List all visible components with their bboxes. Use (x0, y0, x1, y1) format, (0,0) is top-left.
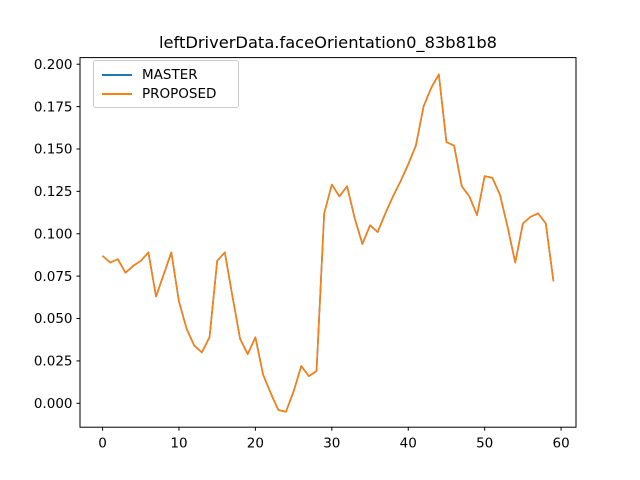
legend-line-sample-proposed (102, 92, 132, 95)
y-tick-label: 0.200 (34, 57, 73, 73)
legend: MASTER PROPOSED (93, 60, 239, 108)
x-tick-label: 60 (553, 436, 570, 452)
x-tick-label: 50 (476, 436, 493, 452)
x-tick-label: 10 (170, 436, 187, 452)
axes-background (80, 57, 576, 428)
legend-item-proposed: PROPOSED (102, 85, 230, 103)
y-tick-label: 0.000 (34, 396, 73, 412)
axes-spines (79, 57, 577, 428)
legend-label-master: MASTER (142, 66, 198, 83)
y-tick-label: 0.175 (34, 99, 73, 115)
chart-title: leftDriverData.faceOrientation0_83b81b8 (158, 33, 498, 52)
x-tick-label: 30 (323, 436, 340, 452)
y-tick-label: 0.050 (34, 311, 73, 327)
legend-line-sample-master (102, 73, 132, 76)
y-tick-label: 0.150 (34, 142, 73, 158)
x-tick-label: 40 (400, 436, 417, 452)
x-tick-label: 20 (247, 436, 264, 452)
y-tick-label: 0.025 (34, 354, 73, 370)
legend-label-proposed: PROPOSED (142, 85, 217, 102)
y-tick-label: 0.100 (34, 226, 73, 242)
y-tick-label: 0.125 (34, 184, 73, 200)
x-tick-label: 0 (98, 436, 107, 452)
series-line-proposed (102, 73, 555, 413)
y-tick-label: 0.075 (34, 269, 73, 285)
legend-item-master: MASTER (102, 66, 230, 84)
